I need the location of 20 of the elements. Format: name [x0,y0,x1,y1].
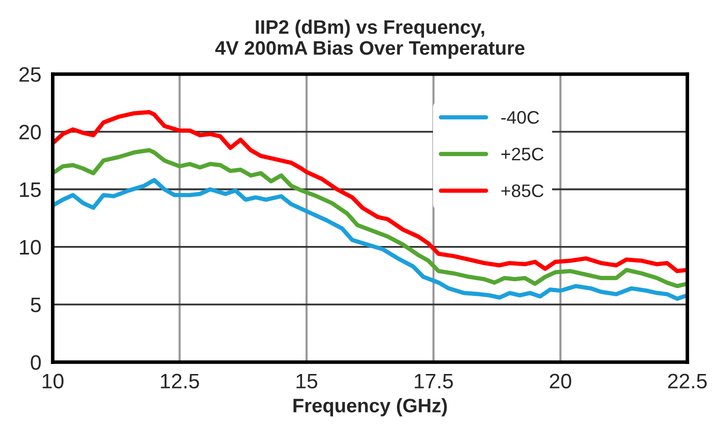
y-tick-label: 5 [30,298,41,312]
line-series [52,178,688,301]
x-tick-label: 15 [296,374,318,389]
x-tick-label: 20 [550,374,572,389]
x-tick-label: 12.5 [160,374,200,389]
legend-label: +25C [501,148,544,160]
x-tick-label: 10 [42,374,64,389]
x-tick-label: 22.5 [668,374,707,389]
line-series [52,148,688,288]
legend-label: -40C [501,111,539,124]
x-axis-title: Frequency (GHz) [294,398,447,416]
legend-label: +85C [501,184,544,198]
line-series [52,110,688,274]
x-tick-label: 17.5 [414,374,453,389]
y-tick-label: 15 [20,182,41,198]
y-tick-label: 20 [19,124,41,140]
chart-title: IIP2 (dBm) vs Frequency, 4V 200mA Bias Over Temperature [215,20,524,59]
y-tick-label: 25 [19,67,41,82]
y-tick-label: 10 [20,240,41,255]
y-tick-label: 0 [30,355,41,370]
